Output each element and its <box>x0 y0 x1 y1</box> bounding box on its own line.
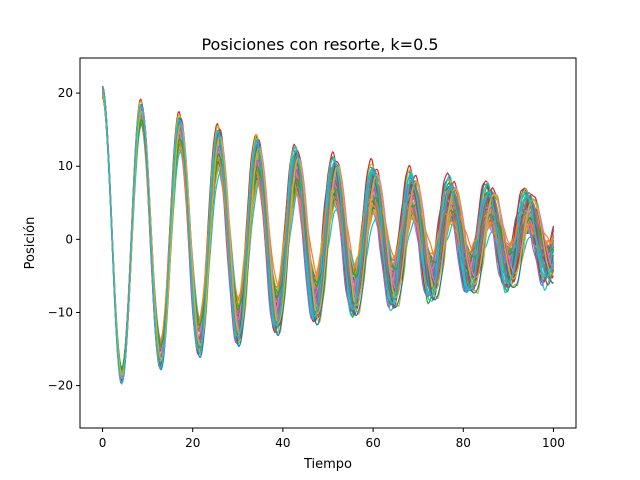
x-tick-label: 40 <box>275 436 290 450</box>
y-tick-label: −20 <box>48 379 73 393</box>
y-tick-label: 0 <box>65 232 73 246</box>
x-tick-label: 20 <box>185 436 200 450</box>
y-axis-label: Posición <box>23 217 38 270</box>
axes-frame <box>79 57 577 429</box>
y-axis: −20 −10 0 10 20 <box>48 86 80 393</box>
y-tick-label: −10 <box>48 305 73 319</box>
x-tick-label: 80 <box>456 436 471 450</box>
chart-title: Posiciones con resorte, k=0.5 <box>201 35 438 54</box>
plot-area <box>101 85 555 385</box>
x-tick-label: 60 <box>365 436 380 450</box>
x-tick-label: 0 <box>99 436 107 450</box>
x-axis: 0 20 40 60 80 100 <box>99 428 565 450</box>
trajectory-line <box>101 96 555 376</box>
trajectory-line <box>101 86 555 385</box>
y-tick-label: 20 <box>58 86 73 100</box>
x-tick-label: 100 <box>542 436 565 450</box>
x-axis-label: Tiempo <box>303 457 352 472</box>
trajectory-line <box>101 94 554 376</box>
y-tick-label: 10 <box>58 159 73 173</box>
